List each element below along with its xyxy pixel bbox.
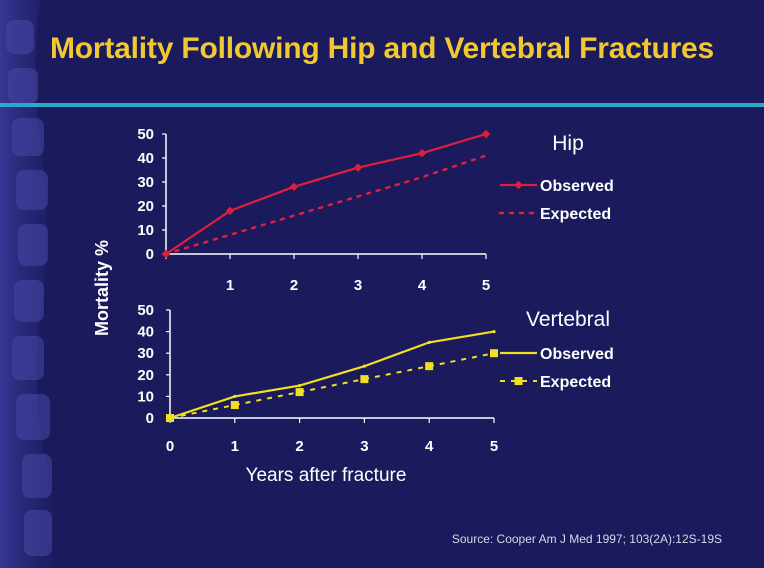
vertebral-observed-point: [492, 330, 496, 334]
hip-observed-line: [165, 132, 487, 255]
vertebral-observed-point: [298, 384, 302, 388]
vertebral-y-tick-label: 10: [137, 388, 154, 405]
vertebral-x-tick-label: 5: [490, 438, 498, 455]
hip-y-tick-label: 0: [146, 246, 154, 263]
hip-x-tick-label: 3: [354, 277, 362, 294]
vertebral-observed-point: [233, 394, 237, 398]
slide-title: Mortality Following Hip and Vertebral Fr…: [49, 32, 715, 65]
vertebral-legend-expected-marker: [514, 377, 523, 385]
vertebral-expected-point: [490, 349, 498, 358]
hip-y-tick-label: 30: [137, 174, 154, 191]
hip-x-tick-label: 4: [418, 277, 427, 294]
vertebral-expected-point: [425, 362, 434, 371]
hip-y-tick-label: 40: [137, 150, 154, 167]
hip-chart-title: Hip: [552, 132, 584, 155]
spine-illustration: [0, 0, 54, 568]
hip-legend-observed-label: Observed: [540, 178, 614, 195]
hip-x-tick-label: 1: [226, 277, 234, 294]
vertebral-expected-point: [166, 414, 174, 422]
y-axis-label: Mortality %: [92, 240, 112, 336]
vertebral-expected-point: [295, 388, 304, 397]
vertebral-legend-observed-label: Observed: [540, 346, 614, 363]
vertebral-x-tick-label: 1: [231, 438, 239, 455]
hip-observed-point: [225, 206, 235, 215]
vertebral-x-tick-label: 0: [166, 438, 174, 455]
vertebral-observed-point: [362, 364, 366, 368]
vertebral-expected-line: [169, 352, 495, 419]
hip-y-tick-label: 20: [137, 198, 154, 215]
hip-legend-expected-label: Expected: [540, 206, 611, 223]
vertebral-x-tick-label: 4: [425, 438, 434, 455]
vertebral-observed-line: [169, 330, 495, 420]
hip-legend-observed-marker: [514, 180, 523, 190]
vertebral-y-tick-label: 20: [137, 367, 154, 384]
vertebral-y-tick-label: 50: [137, 302, 154, 319]
vertebral-y-tick-label: 30: [137, 345, 154, 362]
source-citation: Source: Cooper Am J Med 1997; 103(2A):12…: [451, 532, 722, 546]
vertebral-observed-point: [427, 340, 431, 344]
x-axis-label: Years after fracture: [246, 465, 407, 486]
vertebral-expected-point: [230, 401, 239, 410]
vertebral-chart-title: Vertebral: [526, 308, 610, 331]
hip-y-tick-label: 50: [137, 126, 154, 143]
hip-observed-point: [353, 163, 363, 172]
hip-x-tick-label: 5: [482, 277, 490, 294]
vertebral-expected-point: [360, 375, 369, 384]
hip-observed-point: [289, 182, 299, 191]
hip-observed-point: [481, 129, 491, 139]
hip-y-tick-label: 10: [137, 222, 154, 239]
hip-expected-line: [164, 154, 488, 256]
hip-observed-point: [417, 149, 427, 158]
vertebral-y-tick-label: 0: [146, 410, 154, 427]
title-divider: [0, 103, 764, 107]
vertebral-x-tick-label: 2: [295, 438, 303, 455]
vertebral-x-tick-label: 3: [360, 438, 368, 455]
hip-expected-point: [162, 250, 170, 258]
hip-x-tick-label: 2: [290, 277, 298, 294]
vertebral-y-tick-label: 40: [137, 324, 154, 341]
vertebral-legend-expected-label: Expected: [540, 374, 611, 391]
